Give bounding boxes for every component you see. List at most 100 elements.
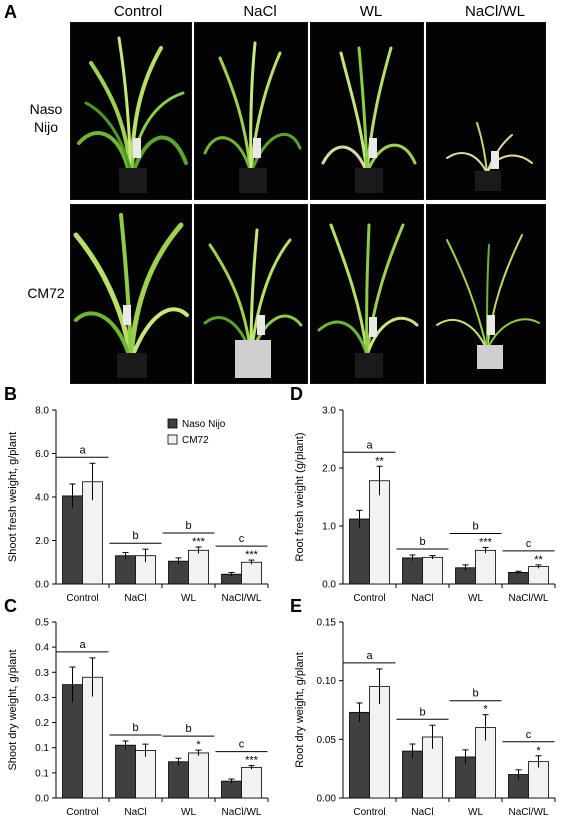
x-tick-label: NaCl <box>411 593 433 604</box>
column-header-wl: WL <box>359 3 383 20</box>
significance-stars: *** <box>245 549 259 561</box>
y-tick-label: 2.0 <box>35 536 49 547</box>
plant-image <box>203 41 302 193</box>
legend-label-naso-nijo: Naso Nijo <box>182 419 226 430</box>
bar <box>188 752 209 799</box>
x-tick-label: NaCl/WL <box>221 807 261 818</box>
x-tick-label: NaCl <box>124 807 146 818</box>
bar <box>241 766 262 799</box>
panel-e-letter: E <box>290 596 303 616</box>
bar <box>135 750 156 799</box>
legend-label-cm72: CM72 <box>182 435 209 446</box>
y-tick-label: 0.00 <box>317 794 337 805</box>
group-letter: a <box>79 444 86 456</box>
x-tick-label: NaCl/WL <box>221 593 261 604</box>
significance-stars: * <box>536 745 541 757</box>
chart-e-svg: 0.00 0.05 0.10 0.15 Root dry weight, g/plant… <box>294 618 556 818</box>
chart-e: 0.00 0.05 0.10 0.15 Root dry weight, g/plant… <box>287 610 567 823</box>
y-tick-label: 0.4 <box>35 643 49 654</box>
plant-image <box>436 234 540 369</box>
group-letter: b <box>419 706 425 718</box>
x-tick-label: Control <box>66 593 98 604</box>
panel-c-letter: C <box>4 596 17 616</box>
chart-b: 0.0 2.0 4.0 6.0 8.0 Shoot fresh weight, g/pla… <box>0 398 280 613</box>
y-axis-label: Root dry weight, g/plant <box>294 652 306 768</box>
plant-image <box>73 213 189 378</box>
photo-naso-nijo-wl <box>310 22 424 200</box>
y-tick-label: 0.5 <box>35 618 49 629</box>
x-tick-label: WL <box>468 593 483 604</box>
x-tick-label: NaCl/WL <box>508 807 548 818</box>
significance-stars: *** <box>245 755 259 767</box>
bar <box>349 518 370 585</box>
group-letter: a <box>366 650 373 662</box>
bar <box>168 761 189 799</box>
photo-cm72-nacl <box>194 204 308 384</box>
bar <box>475 549 496 585</box>
y-tick-label: 0.05 <box>317 735 337 746</box>
bar <box>349 711 370 799</box>
legend-swatch-naso-nijo <box>167 418 178 429</box>
bar <box>402 557 423 585</box>
panel-a: A Control NaCl WL NaCl/WL Naso Nijo CM72 <box>0 0 567 385</box>
group-letter: b <box>472 520 478 532</box>
y-tick-label: 0.0 <box>35 794 49 805</box>
plant-image <box>317 223 419 378</box>
y-tick-label: 0.2 <box>35 718 49 729</box>
row-label-naso-nijo: Naso Nijo <box>22 100 70 136</box>
significance-stars: *** <box>479 536 493 548</box>
photo-naso-nijo-control <box>70 22 192 200</box>
significance-stars: * <box>196 739 201 751</box>
group-letter: a <box>79 639 86 651</box>
column-header-nacl: NaCl <box>243 3 277 20</box>
chart-b-svg: 0.0 2.0 4.0 6.0 8.0 Shoot fresh weight, g/pla… <box>7 406 269 604</box>
chart-d: 0.0 1.0 2.0 3.0 Root fresh weight (g/plant) C… <box>287 398 567 613</box>
chart-c: 0.0 0.1 0.1 0.2 0.3 0.3 0.4 0.5 Shoot dry weight… <box>0 610 280 823</box>
photo-cm72-nacl-wl <box>426 204 546 384</box>
bar <box>115 744 136 799</box>
bar <box>369 480 390 585</box>
y-tick-label: 0.0 <box>322 580 336 591</box>
x-tick-label: Control <box>353 807 385 818</box>
y-axis-label: Root fresh weight (g/plant) <box>294 432 306 561</box>
y-tick-label: 0.10 <box>317 676 337 687</box>
bar <box>188 549 209 585</box>
y-tick-label: 3.0 <box>322 406 336 417</box>
group-letter: c <box>526 729 532 741</box>
bar <box>221 780 242 799</box>
y-tick-label: 1.0 <box>322 522 336 533</box>
photo-cm72-wl <box>310 204 424 384</box>
plant-image <box>446 122 533 191</box>
x-tick-label: WL <box>181 593 196 604</box>
panel-d-letter: D <box>290 384 303 404</box>
y-axis-label: Shoot fresh weight, g/plant <box>7 432 19 562</box>
bar <box>115 555 136 585</box>
legend-swatch-cm72 <box>167 434 178 445</box>
y-tick-label: 6.0 <box>35 449 49 460</box>
significance-stars: ** <box>375 455 384 467</box>
bar <box>62 495 83 585</box>
bar <box>241 561 262 585</box>
bar <box>508 571 529 585</box>
x-tick-label: NaCl/WL <box>508 593 548 604</box>
significance-stars: * <box>483 704 488 716</box>
group-letter: b <box>132 530 138 542</box>
x-tick-label: NaCl <box>124 593 146 604</box>
panel-b-letter: B <box>4 384 17 404</box>
bar <box>168 560 189 585</box>
column-header-control: Control <box>113 3 163 20</box>
significance-stars: ** <box>534 554 543 566</box>
row-label-line1: CM72 <box>27 285 65 301</box>
y-tick-label: 0.1 <box>35 768 49 779</box>
y-tick-label: 0.3 <box>35 693 49 704</box>
group-letter: b <box>132 722 138 734</box>
y-tick-label: 2.0 <box>322 464 336 475</box>
plant-image <box>321 46 417 193</box>
photo-naso-nijo-nacl <box>194 22 308 200</box>
group-letter: b <box>185 520 191 532</box>
group-letter: b <box>419 536 425 548</box>
y-tick-label: 0.15 <box>317 618 337 629</box>
row-label-cm72: CM72 <box>22 284 70 302</box>
chart-d-svg: 0.0 1.0 2.0 3.0 Root fresh weight (g/plant) C… <box>294 406 556 604</box>
chart-c-svg: 0.0 0.1 0.1 0.2 0.3 0.3 0.4 0.5 Shoot dry weight… <box>7 618 269 818</box>
